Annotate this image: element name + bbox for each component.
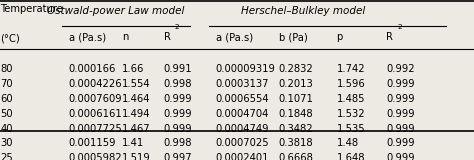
Text: 1.535: 1.535 bbox=[337, 124, 365, 133]
Text: 0.0007025: 0.0007025 bbox=[216, 138, 269, 148]
Text: 0.999: 0.999 bbox=[386, 109, 415, 119]
Text: 1.532: 1.532 bbox=[337, 109, 365, 119]
Text: R: R bbox=[386, 32, 393, 42]
Text: 0.2832: 0.2832 bbox=[279, 64, 313, 74]
Text: (°C): (°C) bbox=[0, 33, 20, 43]
Text: Ostwald-power Law model: Ostwald-power Law model bbox=[47, 6, 185, 16]
Text: 1.519: 1.519 bbox=[122, 153, 151, 160]
Text: 1.596: 1.596 bbox=[337, 79, 365, 89]
Text: 1.464: 1.464 bbox=[122, 94, 151, 104]
Text: R: R bbox=[164, 32, 171, 42]
Text: 0.999: 0.999 bbox=[164, 124, 192, 133]
Text: 80: 80 bbox=[0, 64, 13, 74]
Text: 0.999: 0.999 bbox=[386, 94, 415, 104]
Text: 0.991: 0.991 bbox=[164, 64, 192, 74]
Text: 0.0005982: 0.0005982 bbox=[69, 153, 122, 160]
Text: 0.0002401: 0.0002401 bbox=[216, 153, 269, 160]
Text: 0.998: 0.998 bbox=[164, 138, 192, 148]
Text: Herschel–Bulkley model: Herschel–Bulkley model bbox=[241, 6, 365, 16]
Text: Temperature: Temperature bbox=[0, 4, 64, 15]
Text: 0.6668: 0.6668 bbox=[279, 153, 314, 160]
Text: 50: 50 bbox=[0, 109, 13, 119]
Text: 0.0006161: 0.0006161 bbox=[69, 109, 122, 119]
Text: 1.742: 1.742 bbox=[337, 64, 365, 74]
Text: 0.0007725: 0.0007725 bbox=[69, 124, 122, 133]
Text: 0.001159: 0.001159 bbox=[69, 138, 116, 148]
Text: 0.1848: 0.1848 bbox=[279, 109, 313, 119]
Text: 1.485: 1.485 bbox=[337, 94, 365, 104]
Text: 0.0007609: 0.0007609 bbox=[69, 94, 122, 104]
Text: 0.00009319: 0.00009319 bbox=[216, 64, 275, 74]
Text: a (Pa.s): a (Pa.s) bbox=[216, 32, 253, 42]
Text: 1.648: 1.648 bbox=[337, 153, 365, 160]
Text: 1.41: 1.41 bbox=[122, 138, 145, 148]
Text: 40: 40 bbox=[0, 124, 13, 133]
Text: 0.999: 0.999 bbox=[164, 94, 192, 104]
Text: 25: 25 bbox=[0, 153, 13, 160]
Text: 0.998: 0.998 bbox=[164, 79, 192, 89]
Text: p: p bbox=[337, 32, 343, 42]
Text: 0.999: 0.999 bbox=[386, 138, 415, 148]
Text: 0.999: 0.999 bbox=[386, 124, 415, 133]
Text: 1.467: 1.467 bbox=[122, 124, 151, 133]
Text: 1.554: 1.554 bbox=[122, 79, 151, 89]
Text: 70: 70 bbox=[0, 79, 13, 89]
Text: 30: 30 bbox=[0, 138, 13, 148]
Text: 0.1071: 0.1071 bbox=[279, 94, 314, 104]
Text: 2: 2 bbox=[174, 24, 179, 30]
Text: b (Pa): b (Pa) bbox=[279, 32, 308, 42]
Text: 0.0004704: 0.0004704 bbox=[216, 109, 269, 119]
Text: 0.0006554: 0.0006554 bbox=[216, 94, 269, 104]
Text: 1.48: 1.48 bbox=[337, 138, 359, 148]
Text: 2: 2 bbox=[397, 24, 402, 30]
Text: 0.999: 0.999 bbox=[386, 153, 415, 160]
Text: n: n bbox=[122, 32, 128, 42]
Text: 0.997: 0.997 bbox=[164, 153, 192, 160]
Text: 0.3818: 0.3818 bbox=[279, 138, 313, 148]
Text: 0.2013: 0.2013 bbox=[279, 79, 313, 89]
Text: 0.0004749: 0.0004749 bbox=[216, 124, 269, 133]
Text: 0.000166: 0.000166 bbox=[69, 64, 116, 74]
Text: 0.992: 0.992 bbox=[386, 64, 415, 74]
Text: 60: 60 bbox=[0, 94, 13, 104]
Text: 1.494: 1.494 bbox=[122, 109, 151, 119]
Text: 0.999: 0.999 bbox=[386, 79, 415, 89]
Text: 1.66: 1.66 bbox=[122, 64, 145, 74]
Text: 0.3482: 0.3482 bbox=[279, 124, 313, 133]
Text: 0.0004226: 0.0004226 bbox=[69, 79, 122, 89]
Text: 0.0003137: 0.0003137 bbox=[216, 79, 269, 89]
Text: a (Pa.s): a (Pa.s) bbox=[69, 32, 106, 42]
Text: 0.999: 0.999 bbox=[164, 109, 192, 119]
